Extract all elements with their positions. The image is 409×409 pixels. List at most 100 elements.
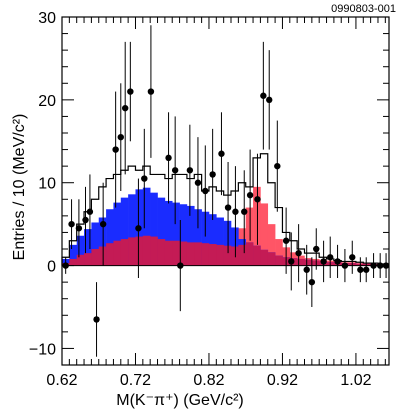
blue-component-bar xyxy=(150,192,158,266)
data-point xyxy=(288,258,295,265)
data-point xyxy=(209,171,216,178)
blue-component-bar xyxy=(142,187,151,266)
data-point xyxy=(165,154,172,162)
data-point xyxy=(68,220,75,228)
dark-red-component-bar xyxy=(355,263,364,266)
data-point xyxy=(186,167,194,174)
data-point xyxy=(357,266,364,273)
data-point xyxy=(349,254,356,261)
y-axis-label: Entries / 10 (MeV/c²) xyxy=(11,114,28,261)
dark-red-component-bar xyxy=(172,240,180,266)
data-point xyxy=(282,237,290,244)
x-axis-label: M(K⁻π⁺) (GeV/c²) xyxy=(116,392,243,409)
data-point xyxy=(99,220,107,228)
data-point xyxy=(370,262,377,269)
data-points xyxy=(62,25,390,357)
data-point xyxy=(260,92,267,99)
y-tick-label: 30 xyxy=(38,10,56,27)
blue-component-bar xyxy=(91,222,100,266)
blue-component-bar xyxy=(216,217,224,266)
data-point xyxy=(86,208,94,215)
data-point xyxy=(320,258,327,265)
dark-red-component-bar xyxy=(128,237,136,266)
data-point xyxy=(194,179,202,186)
dark-red-component-bar xyxy=(194,242,202,266)
dark-red-component-bar xyxy=(91,249,100,266)
dark-red-component-bar xyxy=(106,243,114,266)
dark-red-component-bar xyxy=(120,239,129,266)
data-point xyxy=(254,196,261,203)
y-tick-label: 0 xyxy=(47,259,56,276)
data-point xyxy=(313,245,320,253)
dark-red-component-bar xyxy=(297,258,305,266)
data-point xyxy=(341,262,349,269)
y-tick-label: 20 xyxy=(38,93,56,110)
data-point xyxy=(334,258,341,265)
red-component-bar xyxy=(275,239,283,266)
dark-red-component-bar xyxy=(142,235,151,266)
x-tick-label: 0.92 xyxy=(267,372,298,389)
x-tick-label: 0.72 xyxy=(120,372,151,389)
data-point xyxy=(121,104,129,112)
blue-component-bar xyxy=(208,214,217,266)
dark-red-component-bar xyxy=(84,253,92,266)
data-point xyxy=(246,191,254,199)
red-component-bar xyxy=(260,203,269,266)
x-tick-label: 1.02 xyxy=(340,372,371,389)
dark-red-component-bar xyxy=(69,258,77,266)
data-point xyxy=(241,208,248,215)
dark-red-component-bar xyxy=(98,246,107,266)
data-point xyxy=(177,262,184,269)
dark-red-component-bar xyxy=(223,245,232,266)
y-tick-label: 10 xyxy=(38,176,56,193)
dark-red-component-bar xyxy=(208,244,217,266)
dark-red-component-bar xyxy=(304,259,313,266)
blue-component-bar xyxy=(194,209,202,266)
plot-frame xyxy=(61,16,390,366)
y-tick-labels: −10 0 10 20 30 xyxy=(29,10,56,358)
dark-red-component-bar xyxy=(216,244,224,266)
blue-component-bar xyxy=(157,197,166,266)
dark-red-component-bar xyxy=(135,236,144,266)
red-component-bar xyxy=(245,207,254,266)
dark-red-component-bar xyxy=(76,254,85,266)
blue-component-bar xyxy=(179,204,188,266)
x-tick-label: 0.82 xyxy=(193,372,224,389)
data-point xyxy=(112,146,119,153)
dark-red-component-bar xyxy=(186,242,195,266)
blue-component-bar xyxy=(120,197,129,266)
dark-red-component-bar xyxy=(113,240,122,266)
data-point xyxy=(327,254,334,261)
data-point xyxy=(82,216,89,224)
blue-component-bar xyxy=(164,200,173,266)
data-point xyxy=(117,133,124,141)
red-component-bar xyxy=(267,224,276,266)
blue-component-bar xyxy=(76,235,85,266)
dark-red-component-bar xyxy=(164,240,173,266)
blue-component-bar xyxy=(223,220,232,266)
data-point xyxy=(232,208,239,215)
dark-red-component-bar xyxy=(245,242,254,266)
red-component-bar xyxy=(253,186,261,266)
dark-red-component-bar xyxy=(201,243,210,266)
data-point xyxy=(127,88,134,95)
data-point xyxy=(141,175,148,182)
dark-red-component-bar xyxy=(363,263,371,266)
dark-red-component-bar xyxy=(231,246,239,266)
blue-component-bar xyxy=(128,194,136,266)
data-point xyxy=(171,167,179,174)
data-point xyxy=(135,225,142,232)
total-outline-step xyxy=(61,153,386,266)
data-point xyxy=(93,316,100,323)
blue-component-bar xyxy=(84,229,92,266)
data-point xyxy=(303,266,310,273)
blue-component-bar xyxy=(201,211,210,266)
dark-red-component-bar xyxy=(150,236,158,266)
data-point xyxy=(224,204,232,211)
total-outline xyxy=(61,153,386,266)
dark-red-component-bar xyxy=(157,239,166,266)
x-tick-label: 0.62 xyxy=(46,372,77,389)
dark-red-component-bar xyxy=(311,260,320,266)
dark-red-component-bar xyxy=(260,249,269,266)
